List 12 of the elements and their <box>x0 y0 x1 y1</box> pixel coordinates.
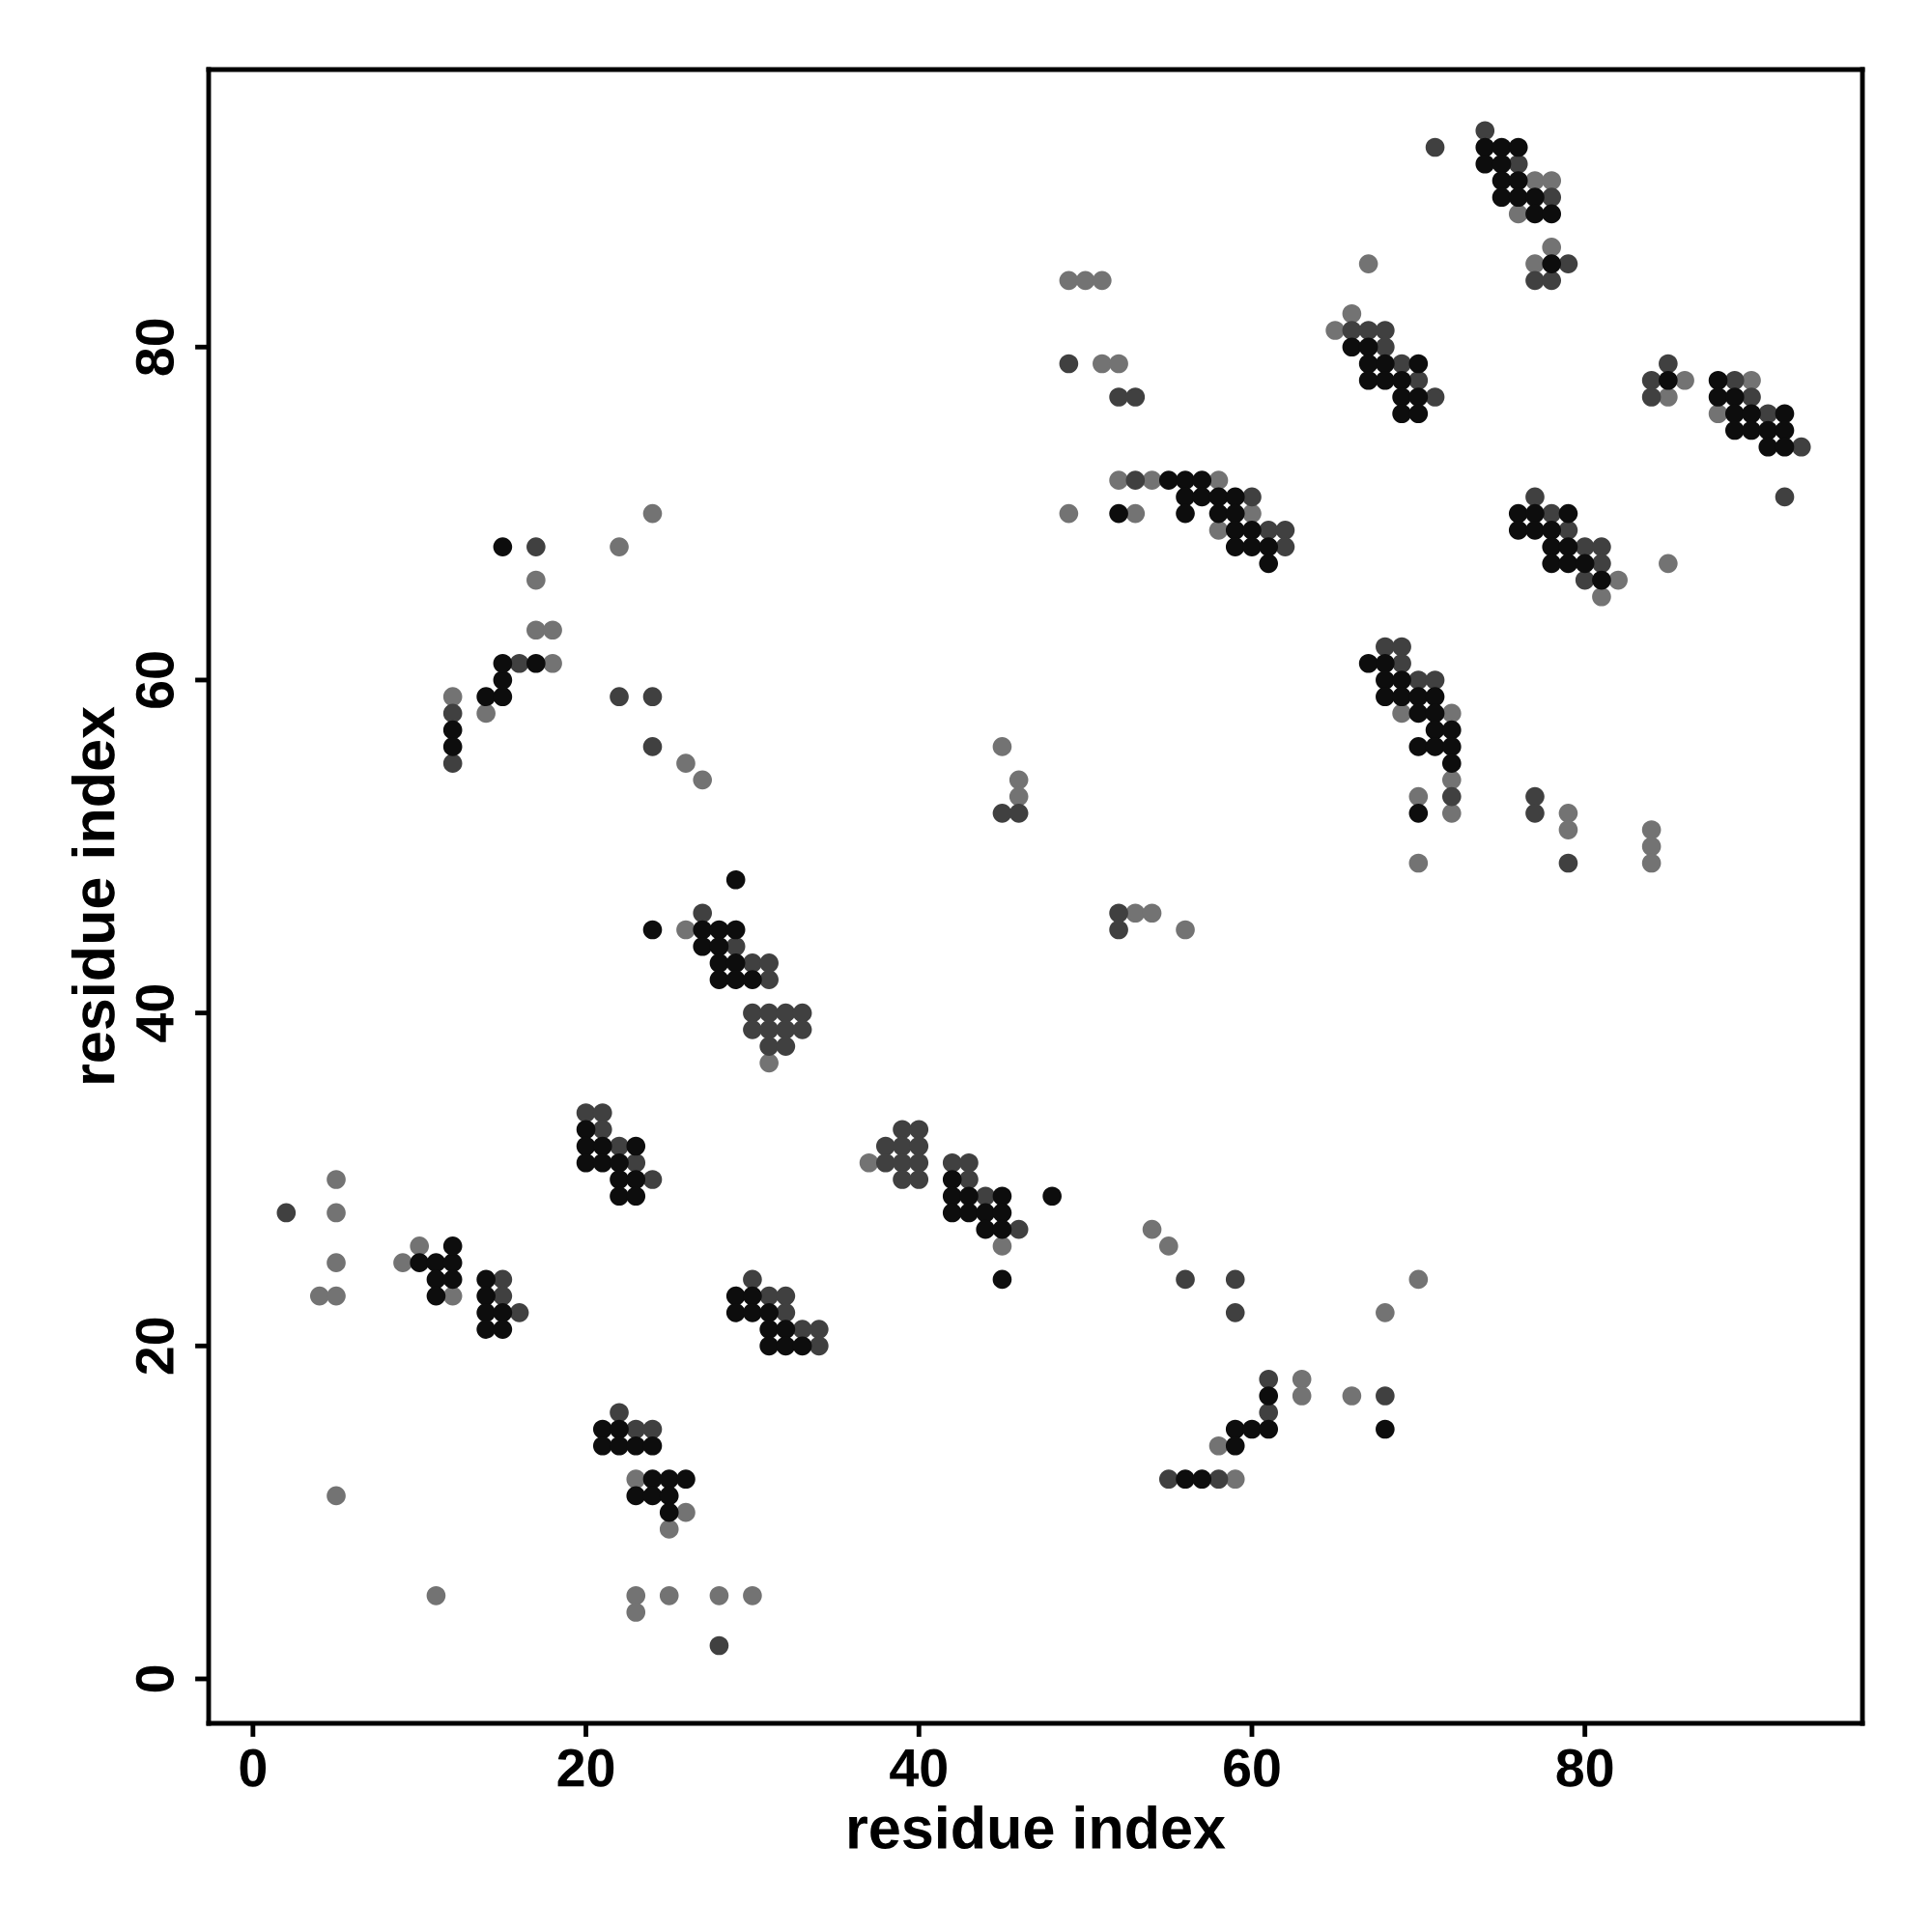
y-tick-label: 80 <box>135 319 175 376</box>
y-tick-label: 40 <box>135 985 175 1042</box>
x-tick-label: 60 <box>1224 1748 1280 1787</box>
x-axis-title: residue index <box>849 1805 1226 1850</box>
y-tick-label: 20 <box>135 1318 175 1375</box>
x-tick-label: 20 <box>557 1748 614 1787</box>
x-tick-label: 80 <box>1556 1748 1613 1787</box>
y-axis-title: residue index <box>71 706 115 1083</box>
y-tick-label: 0 <box>135 1665 175 1692</box>
y-tick-label: 60 <box>135 652 175 708</box>
x-tick-label: 0 <box>240 1748 267 1787</box>
x-tick-label: 40 <box>890 1748 947 1787</box>
